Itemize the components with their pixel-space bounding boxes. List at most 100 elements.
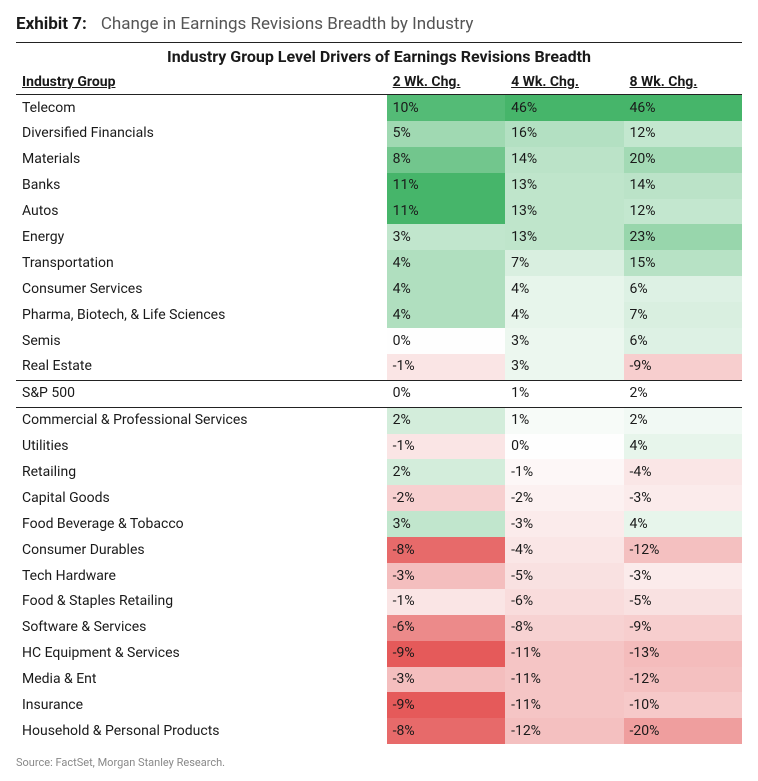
cell-4wk: -4% bbox=[505, 537, 623, 563]
cell-4wk: 0% bbox=[505, 434, 623, 460]
table-row: Telecom10%46%46% bbox=[16, 95, 742, 121]
table-row: Pharma, Biotech, & Life Sciences4%4%7% bbox=[16, 302, 742, 328]
cell-8wk: 6% bbox=[624, 328, 742, 354]
cell-8wk: 4% bbox=[624, 511, 742, 537]
table-row: Household & Personal Products-8%-12%-20% bbox=[16, 718, 742, 744]
cell-4wk: 46% bbox=[505, 95, 623, 121]
table-row: Food & Staples Retailing-1%-6%-5% bbox=[16, 589, 742, 615]
table-row: Media & Ent-3%-11%-12% bbox=[16, 667, 742, 693]
cell-8wk: 20% bbox=[624, 147, 742, 173]
cell-4wk: -12% bbox=[505, 718, 623, 744]
cell-8wk: 23% bbox=[624, 224, 742, 250]
cell-8wk: 46% bbox=[624, 95, 742, 121]
cell-2wk: 3% bbox=[387, 224, 505, 250]
cell-2wk: -8% bbox=[387, 718, 505, 744]
cell-2wk: -1% bbox=[387, 354, 505, 380]
cell-4wk: 16% bbox=[505, 121, 623, 147]
cell-4wk: 1% bbox=[505, 380, 623, 407]
cell-4wk: -5% bbox=[505, 563, 623, 589]
row-industry-name: Energy bbox=[16, 224, 387, 250]
table-row: S&P 5000%1%2% bbox=[16, 380, 742, 407]
row-industry-name: Real Estate bbox=[16, 354, 387, 380]
cell-2wk: 2% bbox=[387, 407, 505, 433]
table-row: Consumer Durables-8%-4%-12% bbox=[16, 537, 742, 563]
cell-2wk: 3% bbox=[387, 511, 505, 537]
row-industry-name: Diversified Financials bbox=[16, 121, 387, 147]
col-header-industry: Industry Group bbox=[16, 70, 387, 95]
earnings-revisions-table: Industry Group 2 Wk. Chg. 4 Wk. Chg. 8 W… bbox=[16, 70, 742, 744]
table-row: HC Equipment & Services-9%-11%-13% bbox=[16, 641, 742, 667]
cell-4wk: 13% bbox=[505, 173, 623, 199]
col-header-4wk: 4 Wk. Chg. bbox=[505, 70, 623, 95]
cell-8wk: -12% bbox=[624, 537, 742, 563]
table-row: Retailing2%-1%-4% bbox=[16, 459, 742, 485]
cell-2wk: 4% bbox=[387, 276, 505, 302]
table-row: Energy3%13%23% bbox=[16, 224, 742, 250]
cell-2wk: 11% bbox=[387, 173, 505, 199]
cell-2wk: -3% bbox=[387, 563, 505, 589]
cell-4wk: -11% bbox=[505, 641, 623, 667]
cell-2wk: -1% bbox=[387, 589, 505, 615]
cell-2wk: 0% bbox=[387, 328, 505, 354]
cell-2wk: 5% bbox=[387, 121, 505, 147]
cell-4wk: 1% bbox=[505, 407, 623, 433]
cell-8wk: -3% bbox=[624, 563, 742, 589]
cell-2wk: 4% bbox=[387, 250, 505, 276]
cell-4wk: 3% bbox=[505, 354, 623, 380]
cell-8wk: -9% bbox=[624, 615, 742, 641]
cell-2wk: 2% bbox=[387, 459, 505, 485]
cell-8wk: 12% bbox=[624, 121, 742, 147]
table-row: Tech Hardware-3%-5%-3% bbox=[16, 563, 742, 589]
cell-4wk: -3% bbox=[505, 511, 623, 537]
cell-8wk: -10% bbox=[624, 692, 742, 718]
cell-8wk: 2% bbox=[624, 380, 742, 407]
cell-4wk: -8% bbox=[505, 615, 623, 641]
cell-8wk: 6% bbox=[624, 276, 742, 302]
exhibit-container: Exhibit 7: Change in Earnings Revisions … bbox=[0, 0, 758, 781]
cell-8wk: 15% bbox=[624, 250, 742, 276]
table-title: Industry Group Level Drivers of Earnings… bbox=[16, 42, 742, 70]
cell-8wk: 4% bbox=[624, 434, 742, 460]
row-industry-name: Semis bbox=[16, 328, 387, 354]
row-industry-name: Capital Goods bbox=[16, 485, 387, 511]
row-industry-name: Tech Hardware bbox=[16, 563, 387, 589]
table-row: Software & Services-6%-8%-9% bbox=[16, 615, 742, 641]
table-row: Insurance-9%-11%-10% bbox=[16, 692, 742, 718]
exhibit-header: Exhibit 7: Change in Earnings Revisions … bbox=[16, 14, 742, 34]
row-industry-name: S&P 500 bbox=[16, 380, 387, 407]
row-industry-name: HC Equipment & Services bbox=[16, 641, 387, 667]
row-industry-name: Consumer Services bbox=[16, 276, 387, 302]
cell-4wk: -11% bbox=[505, 692, 623, 718]
cell-2wk: -8% bbox=[387, 537, 505, 563]
table-row: Semis0%3%6% bbox=[16, 328, 742, 354]
table-row: Banks11%13%14% bbox=[16, 173, 742, 199]
cell-4wk: 13% bbox=[505, 199, 623, 225]
row-industry-name: Retailing bbox=[16, 459, 387, 485]
table-row: Utilities-1%0%4% bbox=[16, 434, 742, 460]
cell-8wk: -3% bbox=[624, 485, 742, 511]
table-row: Materials8%14%20% bbox=[16, 147, 742, 173]
cell-2wk: -3% bbox=[387, 667, 505, 693]
row-industry-name: Insurance bbox=[16, 692, 387, 718]
cell-2wk: 4% bbox=[387, 302, 505, 328]
cell-4wk: 7% bbox=[505, 250, 623, 276]
cell-2wk: -9% bbox=[387, 692, 505, 718]
cell-8wk: -5% bbox=[624, 589, 742, 615]
cell-2wk: -9% bbox=[387, 641, 505, 667]
cell-2wk: 11% bbox=[387, 199, 505, 225]
row-industry-name: Food Beverage & Tobacco bbox=[16, 511, 387, 537]
cell-2wk: -1% bbox=[387, 434, 505, 460]
exhibit-label: Exhibit 7: bbox=[16, 14, 87, 34]
cell-2wk: -2% bbox=[387, 485, 505, 511]
cell-4wk: 4% bbox=[505, 276, 623, 302]
cell-8wk: 12% bbox=[624, 199, 742, 225]
row-industry-name: Banks bbox=[16, 173, 387, 199]
row-industry-name: Pharma, Biotech, & Life Sciences bbox=[16, 302, 387, 328]
row-industry-name: Household & Personal Products bbox=[16, 718, 387, 744]
table-row: Autos11%13%12% bbox=[16, 199, 742, 225]
table-row: Capital Goods-2%-2%-3% bbox=[16, 485, 742, 511]
col-header-2wk: 2 Wk. Chg. bbox=[387, 70, 505, 95]
row-industry-name: Utilities bbox=[16, 434, 387, 460]
table-header-row: Industry Group 2 Wk. Chg. 4 Wk. Chg. 8 W… bbox=[16, 70, 742, 95]
cell-8wk: 7% bbox=[624, 302, 742, 328]
